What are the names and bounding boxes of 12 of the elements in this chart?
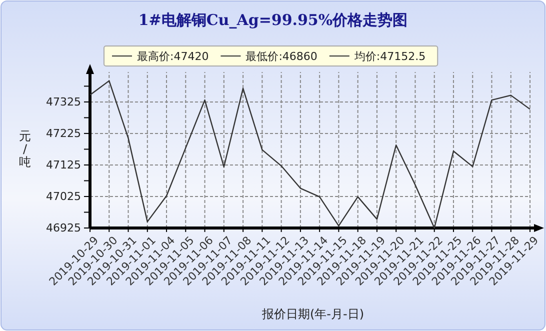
y-tick-label: 47125 [46,158,81,172]
y-tick-label: 47225 [46,126,81,140]
y-tick-label: 47325 [46,95,81,108]
text: 均价:47152.5 [353,50,426,63]
y-axis-title: 元/吨 [19,129,31,169]
line-series [89,80,531,229]
text: 最高价:47420 [137,50,209,63]
y-tick-label: 46925 [46,222,81,235]
text: 最低价:46860 [246,50,318,63]
chart-title: 1#电解铜Cu_Ag=99.95%价格走势图 [138,11,408,29]
y-tick-label: 47025 [46,190,81,204]
x-axis-title: 报价日期(年-月-日) [260,307,364,321]
